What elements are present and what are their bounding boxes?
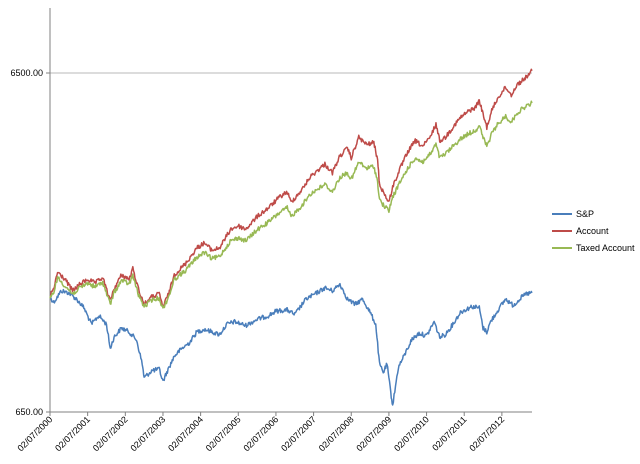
y-tick-label-top: 6500.00 <box>10 68 43 78</box>
legend: S&P Account Taxed Account <box>552 209 635 253</box>
series-lines <box>49 68 533 406</box>
series-line-account <box>49 68 533 307</box>
legend-label-taxed-account: Taxed Account <box>576 243 635 253</box>
y-tick-label-bottom: 650.00 <box>15 407 43 417</box>
series-line-taxed-account <box>49 100 533 309</box>
legend-label-sp: S&P <box>576 209 594 219</box>
legend-label-account: Account <box>576 226 609 236</box>
series-line-s-p <box>49 282 533 406</box>
